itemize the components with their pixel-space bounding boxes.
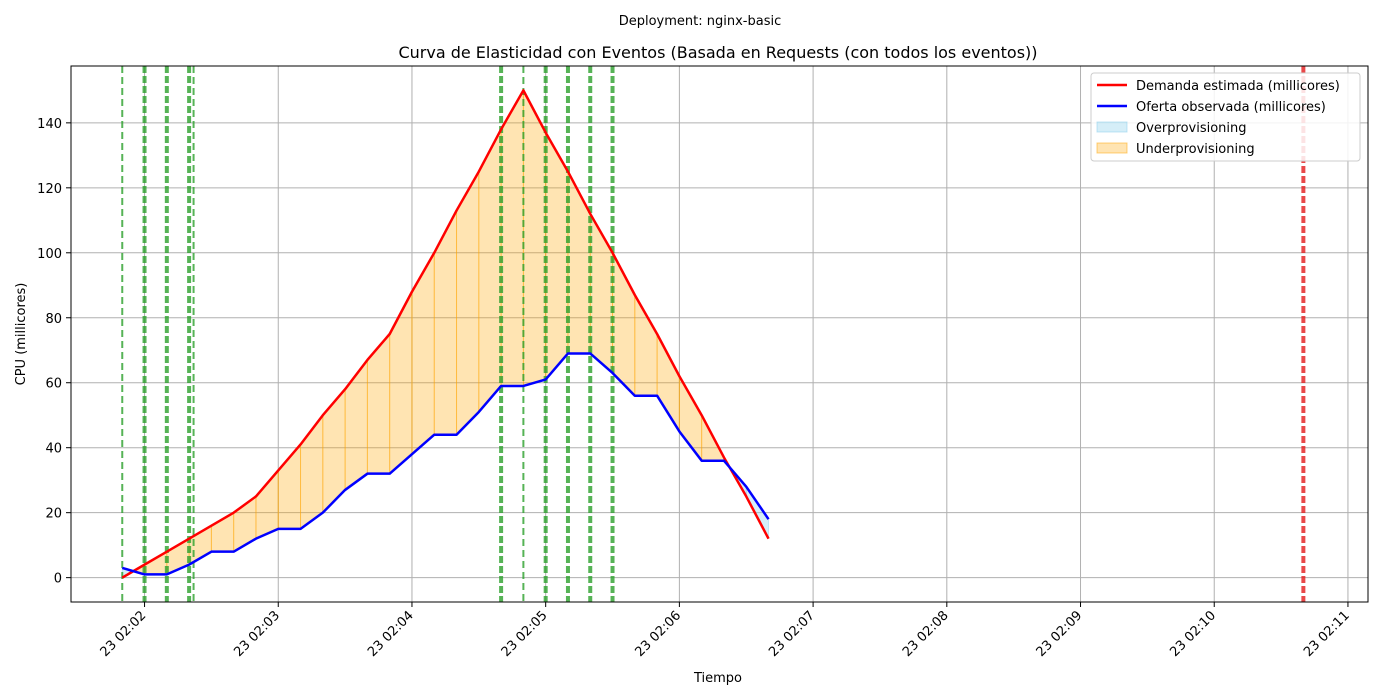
legend-supply-label: Oferta observada (millicores) [1136, 100, 1326, 115]
underprovisioning-area [634, 293, 658, 397]
x-tick-label: 23 02:03 [231, 608, 283, 660]
series-lines [121, 89, 770, 579]
legend-under-label: Underprovisioning [1136, 142, 1255, 157]
legend-over-label: Overprovisioning [1136, 121, 1247, 136]
underprovisioning-area [344, 358, 368, 491]
underprovisioning-area [522, 90, 547, 387]
y-axis-ticks: 0 20 40 60 80 100 120 140 [37, 117, 71, 587]
y-tick-label: 60 [45, 377, 62, 392]
underprovisioning-area [300, 413, 324, 530]
underprovisioning-area [478, 129, 502, 414]
y-tick-label: 40 [45, 442, 62, 457]
supply-series-line [121, 352, 770, 576]
y-axis-label: CPU (millicores) [14, 283, 29, 386]
x-tick-label: 23 02:08 [900, 608, 952, 660]
underprovisioning-area [545, 130, 569, 381]
legend-over-swatch [1096, 121, 1128, 133]
deployment-suptitle: Deployment: nginx-basic [619, 14, 782, 29]
underprovisioning-area [411, 250, 435, 456]
y-tick-label: 20 [45, 507, 62, 522]
x-axis-ticks: 23 02:02 23 02:03 23 02:04 23 02:05 23 02:06… [98, 602, 1353, 660]
y-tick-label: 80 [45, 312, 62, 327]
x-tick-label: 23 02:05 [499, 608, 551, 660]
underprovisioning-area [589, 211, 614, 375]
legend-under-swatch [1096, 142, 1128, 154]
x-axis-label: Tiempo [693, 671, 742, 686]
chart-title: Curva de Elasticidad con Eventos (Basada… [398, 43, 1037, 62]
legend-demand-label: Demanda estimada (millicores) [1136, 79, 1340, 94]
x-tick-label: 23 02:11 [1301, 608, 1353, 660]
event-lines [121, 66, 1306, 602]
underprovisioning-area [500, 88, 524, 387]
y-tick-label: 120 [37, 182, 62, 197]
x-tick-label: 23 02:06 [632, 608, 684, 660]
y-tick-label: 100 [37, 247, 62, 262]
x-tick-label: 23 02:10 [1167, 608, 1219, 660]
underprovisioning-area [456, 169, 480, 436]
y-tick-label: 140 [37, 117, 62, 132]
underprovisioning-area [567, 171, 591, 354]
x-tick-label: 23 02:02 [98, 608, 150, 660]
provisioning-fills [121, 88, 770, 579]
legend-box [1090, 72, 1361, 162]
underprovisioning-area [656, 333, 680, 434]
x-tick-label: 23 02:09 [1034, 608, 1086, 660]
underprovisioning-area [255, 469, 279, 540]
plot-frame [70, 65, 1369, 603]
x-tick-label: 23 02:07 [766, 608, 818, 660]
demand-series-line [121, 89, 770, 579]
underprovisioning-area [389, 291, 413, 475]
x-tick-label: 23 02:04 [365, 608, 417, 660]
legend: Demanda estimada (millicores) Oferta obs… [1090, 72, 1361, 162]
y-tick-label: 0 [54, 572, 62, 587]
